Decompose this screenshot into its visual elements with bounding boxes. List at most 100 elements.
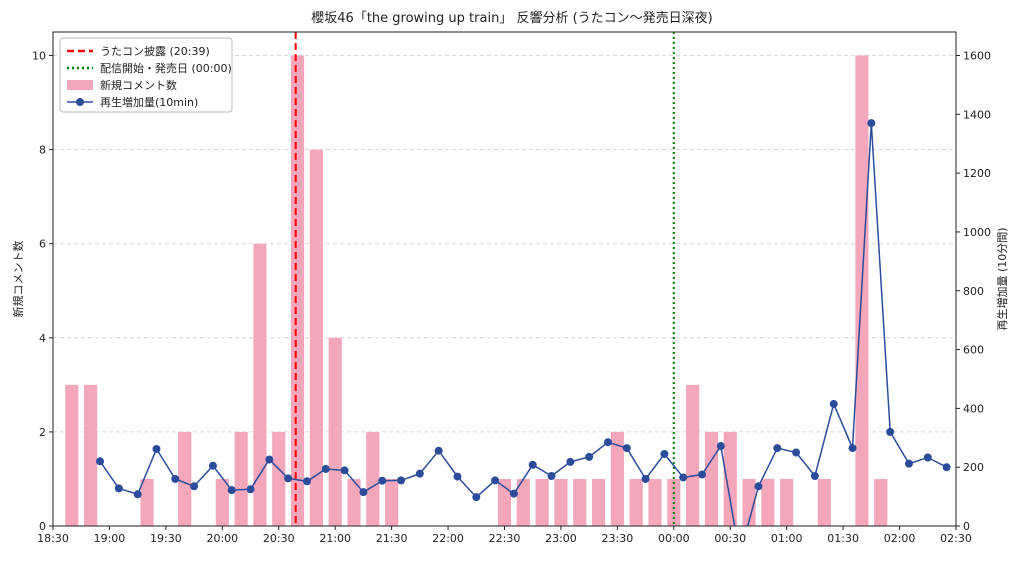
plays-point: [152, 444, 161, 453]
plays-point: [698, 470, 707, 479]
plays-point: [133, 490, 142, 499]
comment-bar: [704, 431, 719, 526]
plays-point: [378, 476, 387, 485]
comment-bar: [65, 384, 79, 526]
legend-label-release: 配信開始・発売日 (00:00): [100, 61, 232, 75]
y-right-tick-label: 600: [963, 344, 984, 357]
comment-bar: [629, 478, 643, 526]
line-layer: [96, 119, 951, 526]
x-tick-label: 21:30: [376, 532, 408, 545]
comment-bar: [516, 478, 530, 526]
plays-point: [886, 427, 895, 436]
plays-point: [867, 119, 876, 128]
plays-point: [603, 438, 612, 447]
y-right-tick-label: 1200: [963, 167, 991, 180]
x-tick-label: 22:00: [432, 532, 464, 545]
plays-point: [284, 474, 293, 483]
legend-label-utacon: うたコン披露 (20:39): [100, 44, 210, 58]
plays-point: [321, 464, 330, 473]
x-tick-label: 01:30: [827, 532, 859, 545]
y-right-tick-label: 200: [963, 461, 984, 474]
plays-point: [528, 460, 537, 469]
x-tick-label: 22:30: [489, 532, 521, 545]
comment-bar: [723, 431, 737, 526]
plays-point: [585, 452, 594, 461]
y-right-tick-label: 1600: [963, 50, 991, 63]
plays-point: [302, 477, 311, 486]
comment-bar: [272, 431, 286, 526]
y-left-tick-label: 8: [39, 144, 46, 157]
plays-point: [434, 446, 443, 455]
legend-label-plays: 再生増加量(10min): [100, 95, 198, 109]
comment-bar: [780, 478, 794, 526]
comment-bar: [366, 431, 380, 526]
plays-line: [99, 123, 947, 526]
plays-point: [208, 461, 217, 470]
plays-point: [829, 399, 838, 408]
comment-bar: [309, 149, 323, 526]
x-tick-label: 20:30: [263, 532, 295, 545]
plays-point: [114, 484, 123, 493]
y-left-tick-label: 2: [39, 426, 46, 439]
x-tick-label: 20:00: [206, 532, 238, 545]
y-axis-right-title: 再生増加量 (10分間): [995, 227, 1009, 330]
comment-bar: [648, 478, 662, 526]
y-right-tick-label: 400: [963, 402, 984, 415]
plays-point: [622, 444, 631, 453]
y-left-tick-label: 10: [32, 50, 46, 63]
legend-label-comments: 新規コメント数: [100, 78, 177, 92]
comment-bar: [874, 478, 888, 526]
x-tick-label: 01:00: [771, 532, 803, 545]
plays-point: [679, 473, 688, 482]
x-tick-label: 23:30: [602, 532, 634, 545]
plays-point: [848, 444, 857, 453]
comment-bar: [140, 478, 154, 526]
plays-point: [942, 463, 951, 472]
plays-point: [547, 472, 556, 481]
legend-swatch-plays-marker: [76, 98, 84, 106]
plays-point: [415, 469, 424, 478]
comment-bar: [610, 431, 624, 526]
x-tick-label: 19:30: [150, 532, 182, 545]
comment-bar: [554, 478, 568, 526]
y-left-tick-label: 6: [39, 238, 46, 251]
plays-point: [641, 474, 650, 483]
x-tick-label: 21:00: [319, 532, 351, 545]
plays-point: [472, 493, 481, 502]
comment-bar: [686, 384, 700, 526]
plays-point: [359, 488, 368, 497]
plays-point: [566, 457, 575, 466]
y-right-tick-label: 800: [963, 285, 984, 298]
comment-bar: [328, 337, 342, 526]
plays-point: [754, 482, 763, 491]
plays-point: [773, 444, 782, 453]
comment-bar: [253, 243, 267, 526]
y-right-tick-label: 1400: [963, 108, 991, 121]
plays-point: [397, 476, 406, 485]
x-tick-label: 18:30: [37, 532, 69, 545]
y-right-tick-label: 1000: [963, 226, 991, 239]
x-tick-label: 02:30: [940, 532, 972, 545]
plays-point: [716, 442, 725, 451]
comment-bar: [573, 478, 587, 526]
plays-point: [491, 476, 500, 485]
plays-point: [190, 482, 199, 491]
plays-point: [660, 449, 669, 458]
plays-point: [810, 472, 819, 481]
axis-layer: 18:30 19:00 19:30 20:00 20:30 21:00 21:30 22:00…: [32, 50, 991, 545]
comment-bar: [742, 478, 756, 526]
y-right-tick-label: 0: [963, 520, 970, 533]
comment-bar: [234, 431, 248, 526]
plays-point: [792, 448, 801, 457]
plays-point: [923, 453, 932, 462]
x-tick-label: 00:30: [714, 532, 746, 545]
y-left-tick-label: 4: [39, 332, 46, 345]
vline-layer: [294, 32, 675, 526]
plays-point: [246, 485, 255, 494]
comment-bar: [84, 384, 98, 526]
y-left-tick-label: 0: [39, 520, 46, 533]
legend-box: [59, 37, 233, 113]
plays-point: [340, 466, 349, 475]
comment-bar: [178, 431, 192, 526]
